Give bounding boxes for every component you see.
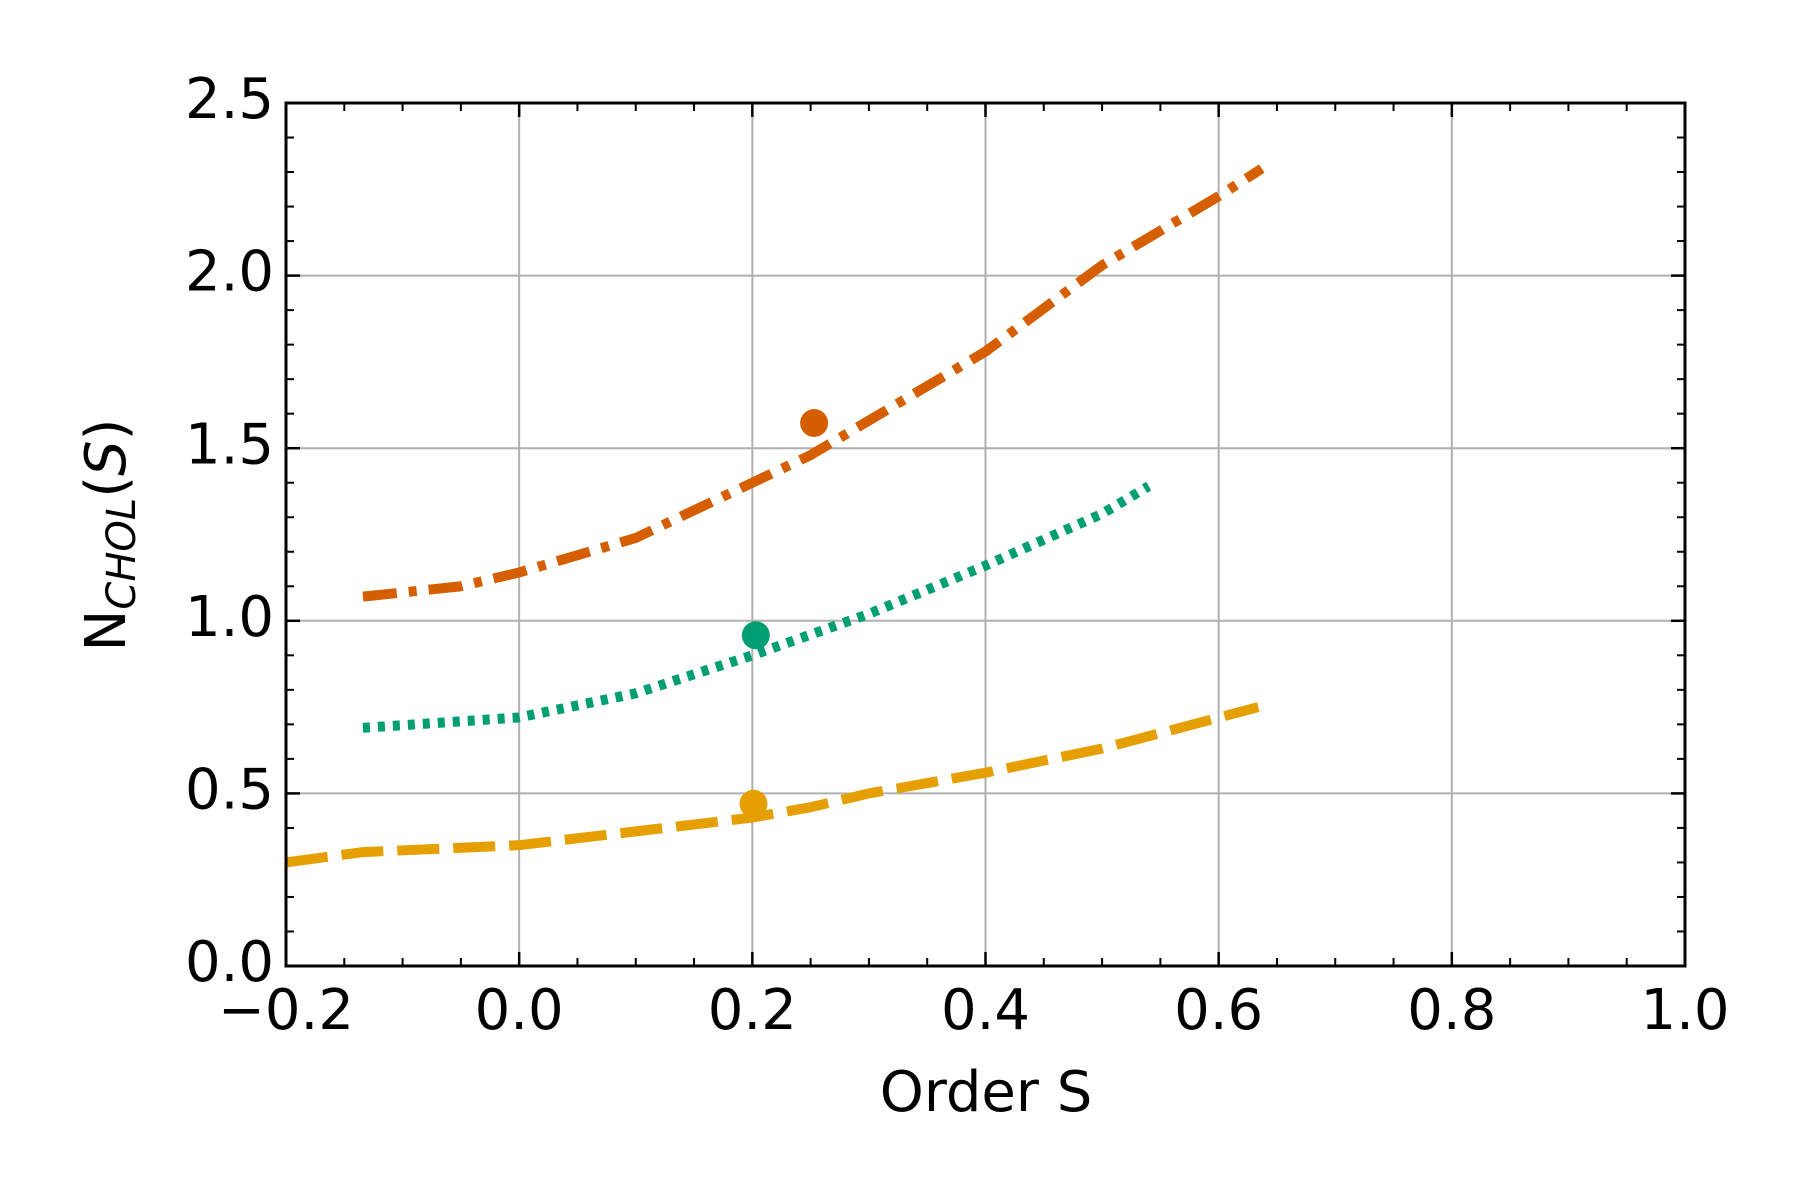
- y-axis-label: NCHOL(S): [74, 419, 145, 652]
- y-tick-label: 0.5: [185, 758, 274, 823]
- x-tick-label: 0.8: [1407, 978, 1496, 1043]
- x-tick-label: 1.0: [1640, 978, 1729, 1043]
- y-tick-label: 2.0: [185, 240, 274, 305]
- data-point: [741, 621, 770, 650]
- x-axis-label: Order S: [880, 1060, 1093, 1125]
- x-tick-label: −0.2: [218, 978, 354, 1043]
- plot-frame: [284, 101, 1687, 968]
- x-tick-label: 0.0: [475, 978, 564, 1043]
- y-label-base: N: [74, 610, 139, 652]
- data-point: [739, 789, 768, 818]
- series-line: [362, 481, 1152, 733]
- series-line: [285, 702, 1260, 868]
- x-tick-label: 0.6: [1174, 978, 1263, 1043]
- y-label-subscript: CHOL: [99, 498, 145, 610]
- series-line: [362, 164, 1265, 602]
- y-tick-label: 1.0: [185, 585, 274, 650]
- data-point: [800, 409, 829, 438]
- y-label-open: (: [74, 476, 139, 498]
- y-tick-label: 1.5: [185, 412, 274, 477]
- x-tick-label: 0.4: [941, 978, 1030, 1043]
- x-tick-label: 0.2: [708, 978, 797, 1043]
- y-tick-label: 2.5: [185, 67, 274, 132]
- y-label-close: ): [74, 419, 139, 441]
- y-label-var: S: [74, 440, 139, 476]
- y-tick-label: 0.0: [185, 930, 274, 995]
